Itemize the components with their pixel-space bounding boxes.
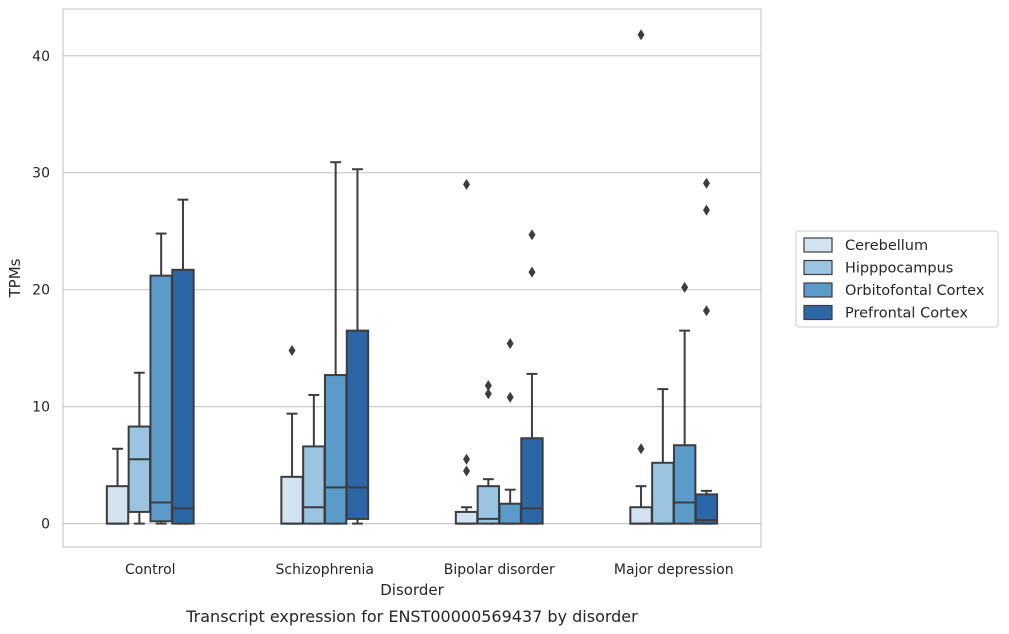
- legend-item-hipppocampus: Hipppocampus: [803, 259, 953, 277]
- legend-swatch: [803, 237, 833, 253]
- outlier-point: [463, 453, 471, 465]
- x-tick-label: Major depression: [614, 562, 734, 578]
- x-axis-label: Disorder: [380, 581, 444, 599]
- box: [280, 475, 304, 525]
- y-tick-label: 10: [32, 400, 50, 416]
- outlier-point: [484, 388, 492, 400]
- box-group-major-depression-hipppocampus: [651, 388, 675, 525]
- outlier-point: [637, 443, 645, 455]
- chart-caption: Transcript expression for ENST0000056943…: [185, 607, 638, 626]
- box: [171, 268, 195, 525]
- outlier-point: [681, 281, 689, 293]
- box-group-bipolar-disorder-orbitofontal-cortex: [498, 337, 522, 525]
- outlier-point: [528, 266, 536, 278]
- box-group-schizophrenia-prefrontal-cortex: [345, 168, 370, 525]
- legend-item-cerebellum: Cerebellum: [803, 237, 928, 254]
- box-groups: [105, 29, 719, 525]
- box-group-bipolar-disorder-prefrontal-cortex: [520, 229, 544, 525]
- box: [323, 374, 348, 525]
- legend: Cerebellum Hipppocampus Orbitofontal Corte…: [795, 230, 999, 328]
- outlier-point: [702, 177, 710, 189]
- y-tick-label: 0: [41, 517, 50, 533]
- outlier-point: [637, 29, 645, 41]
- x-tick-label: Control: [125, 562, 176, 578]
- y-axis-label: TPMs: [6, 258, 24, 298]
- box: [651, 461, 675, 525]
- box-group-control-cerebellum: [105, 447, 130, 525]
- outlier-point: [463, 465, 471, 477]
- box: [498, 502, 522, 525]
- y-tick-label: 40: [32, 49, 50, 65]
- box: [672, 444, 697, 525]
- legend-item-prefrontal-cortex: Prefrontal Cortex: [803, 304, 968, 322]
- outlier-point: [463, 178, 471, 190]
- legend-label: Cerebellum: [845, 238, 928, 254]
- legend-label: Hipppocampus: [845, 261, 953, 277]
- outlier-point: [702, 305, 710, 317]
- box: [302, 445, 326, 525]
- box: [127, 425, 152, 513]
- legend-label: Orbitofontal Cortex: [845, 283, 985, 299]
- legend-item-orbitofontal-cortex: Orbitofontal Cortex: [803, 282, 985, 299]
- box: [520, 437, 544, 525]
- legend-swatch: [803, 304, 833, 321]
- y-axis-ticks: 0 10 20 30 40: [32, 49, 50, 533]
- box: [345, 329, 370, 520]
- box-group-major-depression-prefrontal-cortex: [694, 177, 719, 525]
- box: [454, 510, 479, 525]
- outlier-point: [506, 391, 514, 403]
- outlier-point: [528, 229, 536, 241]
- box-group-control-prefrontal-cortex: [171, 198, 195, 525]
- y-tick-label: 20: [32, 283, 50, 299]
- outlier-point: [702, 204, 710, 216]
- box: [694, 493, 719, 525]
- x-axis-ticks: Control Schizophrenia Bipolar disorder Majo…: [125, 562, 734, 578]
- outlier-point: [288, 345, 296, 357]
- box-group-schizophrenia-orbitofontal-cortex: [323, 161, 348, 525]
- x-tick-label: Schizophrenia: [276, 562, 374, 578]
- box-group-control-orbitofontal-cortex: [149, 232, 173, 525]
- y-tick-label: 30: [32, 166, 50, 182]
- legend-swatch: [803, 282, 833, 298]
- box-group-major-depression-orbitofontal-cortex: [672, 281, 697, 525]
- legend-swatch: [803, 259, 833, 276]
- box: [149, 274, 173, 523]
- box: [105, 485, 130, 525]
- legend-frame: [795, 230, 999, 328]
- box: [629, 506, 653, 525]
- outlier-point: [484, 380, 492, 392]
- x-tick-label: Bipolar disorder: [444, 562, 555, 578]
- legend-label: Prefrontal Cortex: [845, 306, 968, 322]
- outlier-point: [506, 337, 514, 349]
